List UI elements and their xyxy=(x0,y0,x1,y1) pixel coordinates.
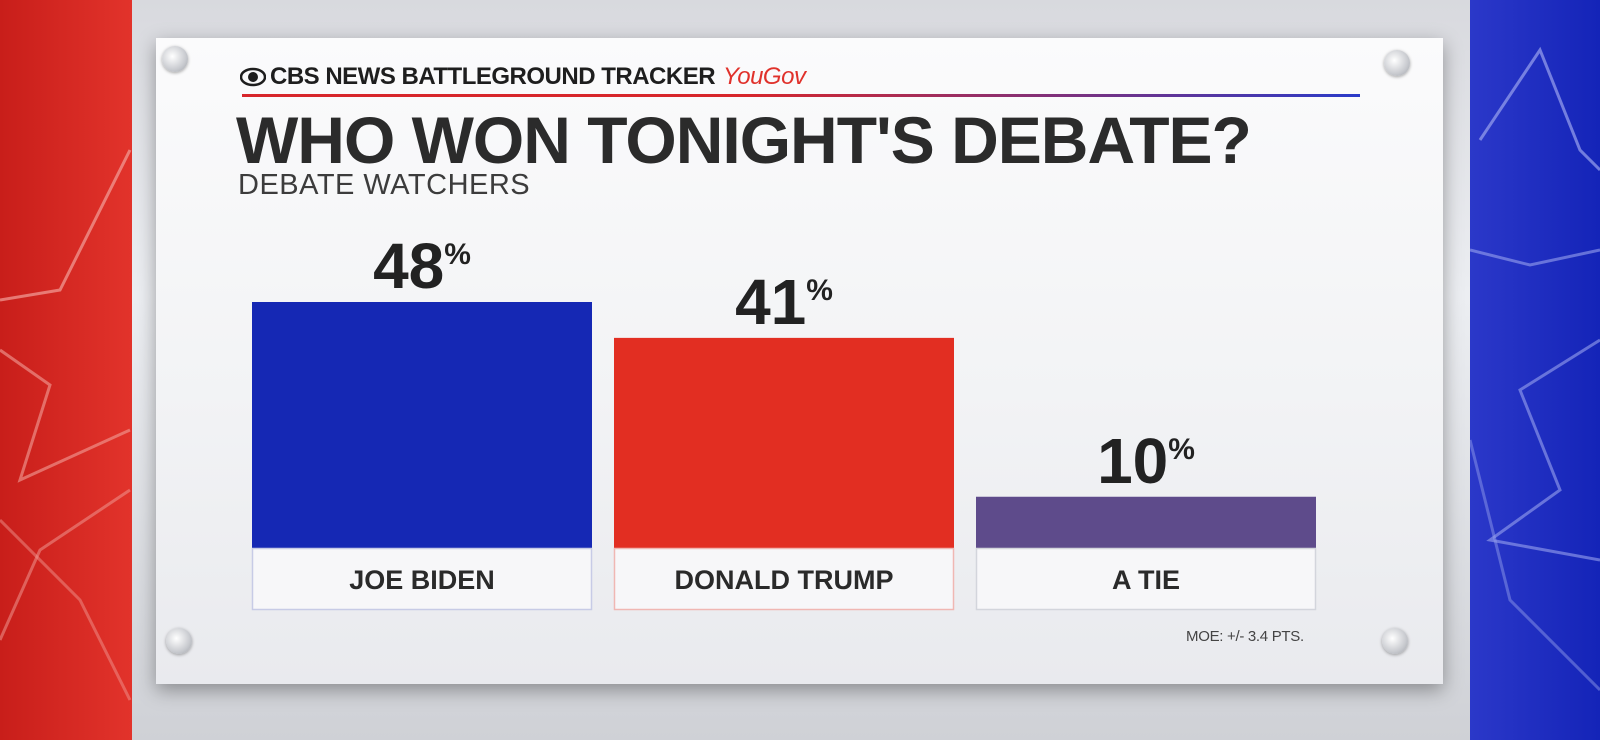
value-label-donald-trump: 41% xyxy=(735,266,833,338)
graphic-board: CBS NEWS BATTLEGROUND TRACKER YouGov WHO… xyxy=(156,38,1443,684)
corner-bolt-icon xyxy=(166,628,192,654)
category-label-joe-biden: JOE BIDEN xyxy=(349,565,495,595)
chart-title: WHO WON TONIGHT'S DEBATE? xyxy=(236,103,1252,177)
category-label-box xyxy=(251,547,593,611)
corner-bolt-icon xyxy=(1382,628,1408,654)
partner-name: YouGov xyxy=(723,63,806,90)
bar-joe-biden xyxy=(252,302,592,548)
category-label-box xyxy=(975,547,1317,611)
right-blue-panel xyxy=(1470,0,1600,740)
corner-bolt-icon xyxy=(162,46,188,72)
header-divider xyxy=(242,94,1360,97)
value-label-joe-biden: 48% xyxy=(373,230,471,302)
margin-of-error: MOE: +/- 3.4 PTS. xyxy=(1186,628,1304,645)
corner-bolt-icon xyxy=(1384,50,1410,76)
cbs-eye-icon xyxy=(240,67,266,87)
category-label-a-tie: A TIE xyxy=(1112,565,1180,595)
star-outline-decoration xyxy=(0,149,132,701)
chart-subtitle: DEBATE WATCHERS xyxy=(238,169,531,201)
value-label-a-tie: 10% xyxy=(1097,425,1195,497)
bar-chart: 48% JOE BIDEN 41% DONALD TRUMP 10% A TIE xyxy=(251,230,1317,611)
category-label-box xyxy=(613,547,955,611)
bar-a-tie xyxy=(976,496,1316,548)
network-name: CBS NEWS BATTLEGROUND TRACKER xyxy=(270,63,716,90)
category-label-donald-trump: DONALD TRUMP xyxy=(675,565,894,595)
star-outline-decoration xyxy=(1470,46,1600,692)
brand-bar: CBS NEWS BATTLEGROUND TRACKER YouGov xyxy=(240,62,806,92)
bar-donald-trump xyxy=(614,337,954,548)
left-red-panel xyxy=(0,0,132,740)
